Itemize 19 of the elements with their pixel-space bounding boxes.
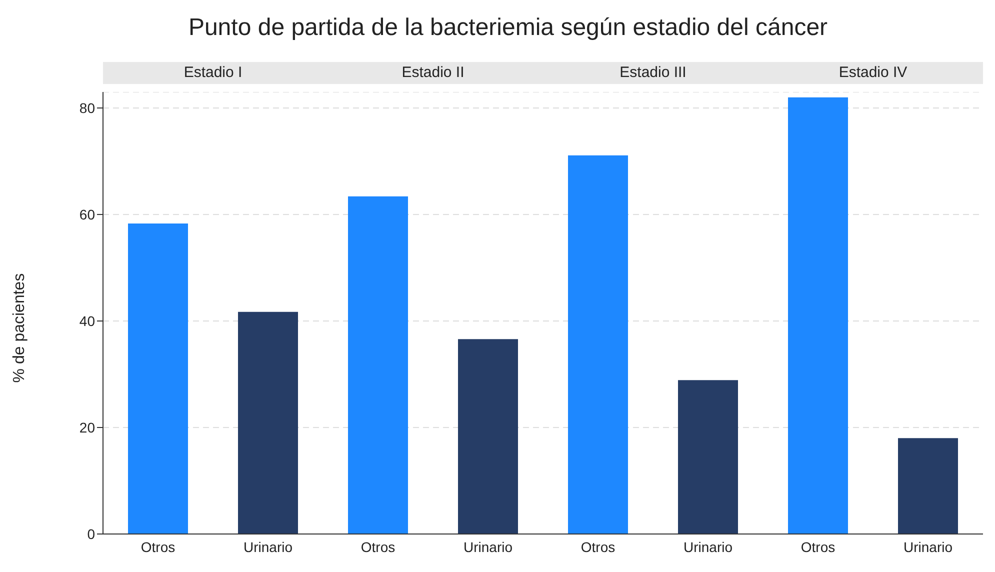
- x-tick-label: Otros: [800, 538, 836, 555]
- x-tick-label: Urinario: [463, 538, 513, 555]
- y-tick-label: 20: [79, 419, 96, 436]
- x-tick-label: Urinario: [903, 538, 953, 555]
- y-tick-label: 60: [79, 206, 96, 222]
- x-tick-label: Otros: [360, 538, 396, 555]
- chart-subtitle: Estadio II: [323, 62, 543, 84]
- x-tick-label: Urinario: [683, 538, 733, 555]
- x-tick-label: Urinario: [243, 538, 293, 555]
- y-tick-label: 0: [87, 526, 96, 542]
- chart-subtitle: Estadio I: [103, 62, 323, 84]
- y-tick-label: 40: [79, 312, 96, 329]
- y-tick-label: 80: [79, 100, 96, 116]
- x-tick-label: Otros: [580, 538, 616, 555]
- text: Punto de partida de la bacteriemia según estadio del cáncer: [188, 14, 828, 41]
- chart-subtitle: Estadio IV: [763, 62, 983, 84]
- y-axis-title: % de pacientes: [11, 273, 29, 383]
- x-tick-label: Otros: [140, 538, 176, 555]
- chart-subtitle: Estadio III: [543, 62, 763, 84]
